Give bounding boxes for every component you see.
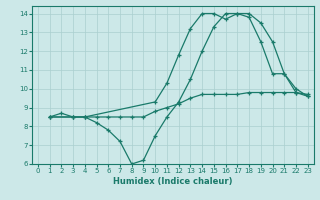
X-axis label: Humidex (Indice chaleur): Humidex (Indice chaleur) [113, 177, 233, 186]
